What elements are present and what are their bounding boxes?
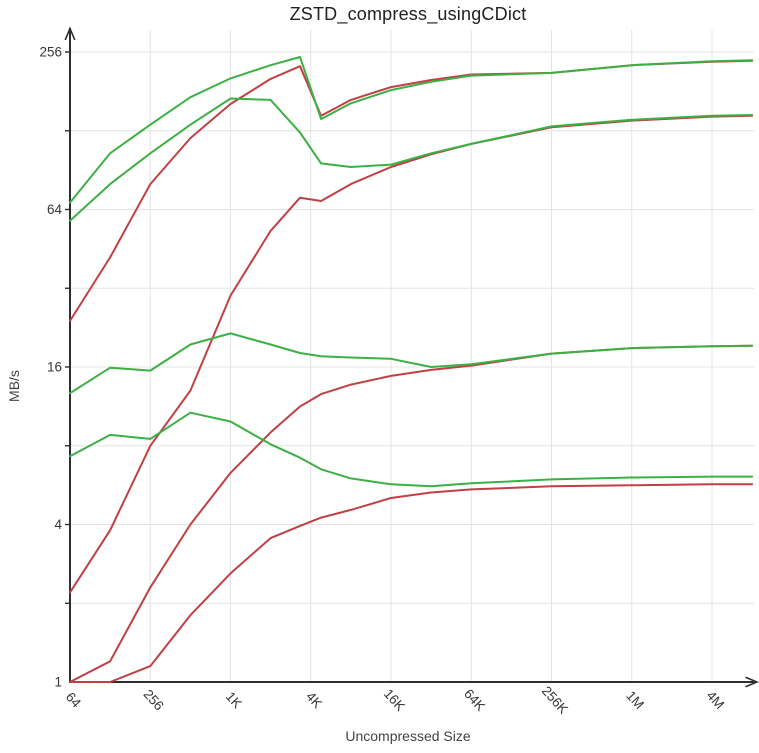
y-tick-label: 256 bbox=[39, 45, 62, 60]
series-line-green-3 bbox=[69, 332, 754, 395]
x-tick-label: 64K bbox=[461, 686, 488, 714]
series-line-red-3 bbox=[69, 344, 754, 683]
x-tick-label: 64 bbox=[63, 689, 85, 711]
y-axis-title: MB/s bbox=[6, 370, 22, 402]
x-axis-arrow-icon bbox=[745, 676, 759, 688]
series-line-red-2 bbox=[69, 114, 754, 594]
series-line-green-4 bbox=[69, 411, 754, 488]
x-axis-title: Uncompressed Size bbox=[345, 728, 471, 744]
x-tick-label: 1M bbox=[623, 688, 647, 712]
series-line-red-4 bbox=[69, 483, 754, 683]
y-tick-label: 16 bbox=[47, 360, 62, 375]
y-axis-arrow-icon bbox=[64, 26, 76, 41]
y-tick-label: 64 bbox=[47, 202, 63, 217]
x-tick-label: 16K bbox=[381, 686, 408, 714]
series-line-green-1 bbox=[69, 56, 754, 204]
gridlines bbox=[70, 30, 754, 682]
y-tick-label: 4 bbox=[54, 517, 62, 532]
series-line-green-2 bbox=[69, 97, 754, 222]
y-tick-label: 1 bbox=[54, 675, 62, 690]
x-tick-label: 4K bbox=[303, 689, 325, 711]
x-tick-label: 256 bbox=[140, 687, 166, 714]
series-line-red-1 bbox=[69, 59, 754, 322]
x-tick-label: 4M bbox=[703, 688, 727, 712]
chart-title: ZSTD_compress_usingCDict bbox=[289, 4, 527, 24]
x-tick-label: 256K bbox=[539, 683, 571, 716]
x-tick-label: 1K bbox=[223, 689, 245, 711]
